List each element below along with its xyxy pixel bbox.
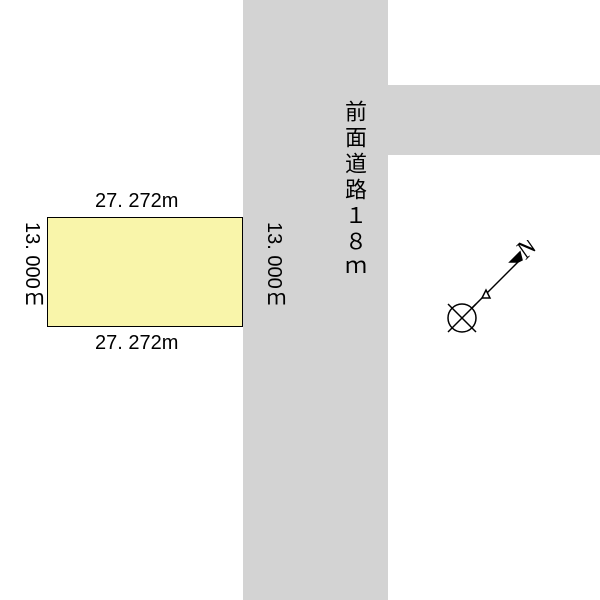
land-plot: [47, 217, 243, 327]
compass-icon: N: [430, 240, 540, 350]
road-label: 前面道路１８ｍ: [338, 100, 370, 282]
road-stub: [388, 85, 600, 155]
dim-left: 13. 000ｍ: [18, 222, 47, 309]
dim-top: 27. 272m: [95, 190, 178, 213]
dim-bottom: 27. 272m: [95, 332, 178, 355]
dim-right: 13. 000ｍ: [260, 222, 289, 309]
